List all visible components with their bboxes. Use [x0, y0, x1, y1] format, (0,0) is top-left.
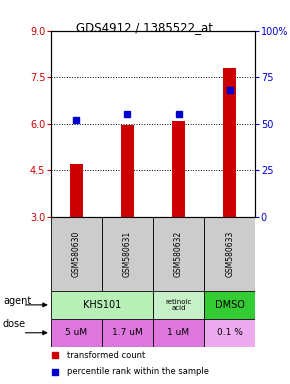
Text: GSM580632: GSM580632: [174, 231, 183, 277]
Text: 0.1 %: 0.1 %: [217, 328, 242, 337]
Bar: [121, 125, 134, 217]
Text: dose: dose: [3, 319, 26, 329]
Bar: [153, 291, 204, 319]
Text: KHS101: KHS101: [83, 300, 121, 310]
Text: transformed count: transformed count: [67, 351, 145, 359]
Bar: [153, 319, 204, 347]
Text: DMSO: DMSO: [215, 300, 244, 310]
Bar: [172, 121, 185, 217]
Text: 1 uM: 1 uM: [167, 328, 190, 337]
Bar: [70, 164, 83, 217]
Bar: [153, 217, 204, 291]
Bar: [204, 217, 255, 291]
Text: GDS4912 / 1385522_at: GDS4912 / 1385522_at: [77, 21, 213, 34]
Bar: [51, 291, 153, 319]
Bar: [204, 319, 255, 347]
Text: retinoic
acid: retinoic acid: [165, 299, 192, 311]
Text: GSM580631: GSM580631: [123, 231, 132, 277]
Bar: [204, 291, 255, 319]
Text: GSM580630: GSM580630: [72, 230, 81, 277]
Text: GSM580633: GSM580633: [225, 230, 234, 277]
Bar: [51, 319, 102, 347]
Bar: [102, 319, 153, 347]
Text: 1.7 uM: 1.7 uM: [112, 328, 143, 337]
Bar: [51, 217, 102, 291]
Text: agent: agent: [3, 296, 31, 306]
Bar: [223, 68, 236, 217]
Bar: [102, 217, 153, 291]
Text: 5 uM: 5 uM: [65, 328, 87, 337]
Text: percentile rank within the sample: percentile rank within the sample: [67, 367, 209, 376]
